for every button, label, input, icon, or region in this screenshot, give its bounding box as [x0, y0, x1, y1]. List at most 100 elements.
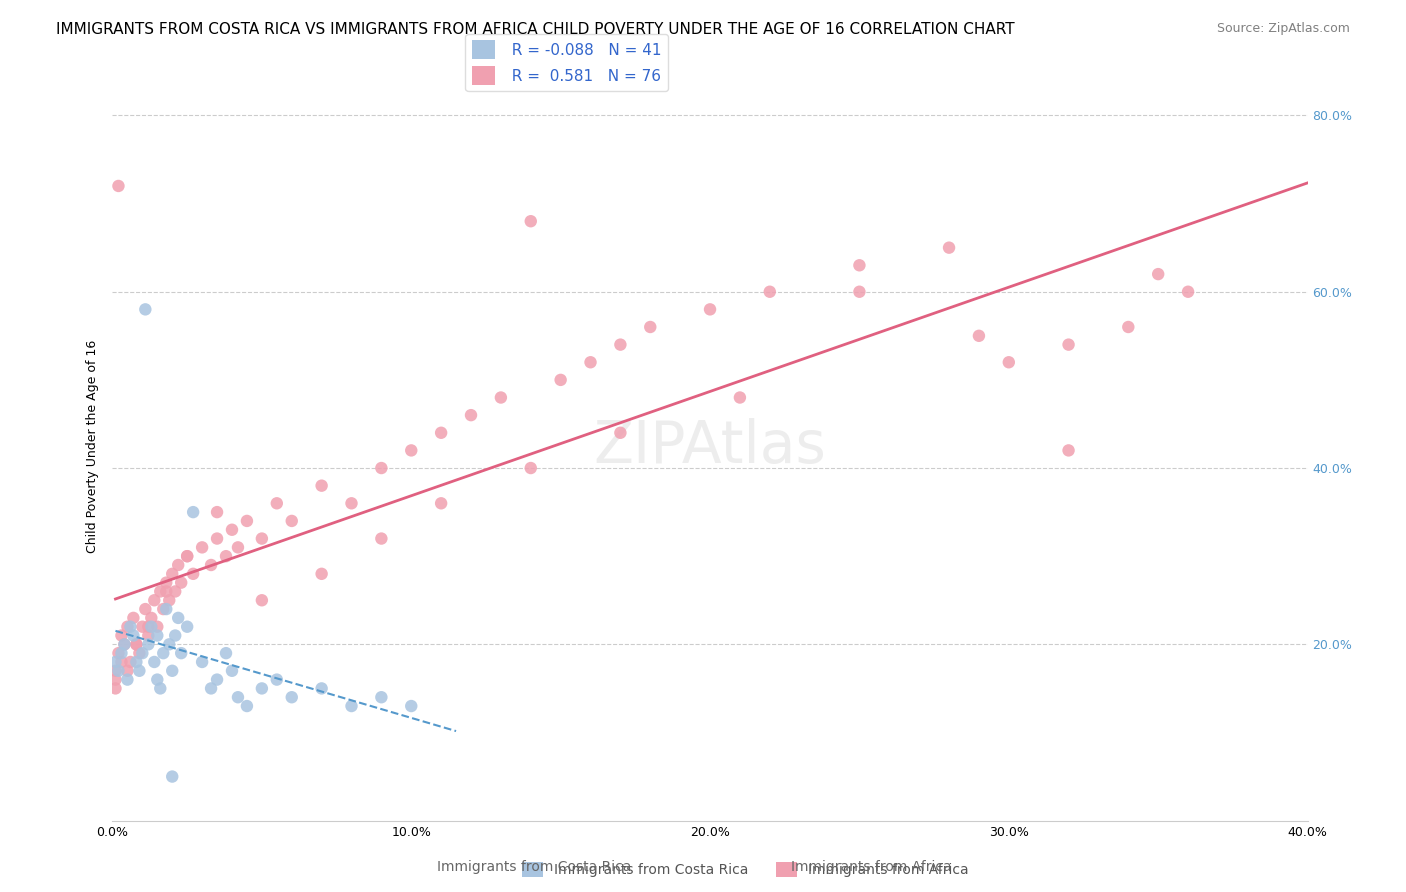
Point: [401, 443, 423, 458]
Point: [104, 655, 127, 669]
Point: [200, 681, 222, 696]
Point: [1118, 320, 1140, 334]
Y-axis label: Child Poverty Under the Age of 16: Child Poverty Under the Age of 16: [86, 339, 98, 553]
Point: [938, 241, 960, 255]
Point: [152, 646, 174, 660]
Point: [125, 655, 148, 669]
Text: ZIPAtlas: ZIPAtlas: [593, 417, 827, 475]
Point: [162, 664, 183, 678]
Point: [226, 690, 249, 705]
Point: [609, 337, 631, 351]
Point: [370, 532, 392, 546]
Point: [167, 611, 190, 625]
Point: [640, 320, 662, 334]
Point: [170, 646, 193, 660]
Point: [134, 302, 156, 317]
Point: [138, 620, 160, 634]
Point: [134, 602, 156, 616]
Point: [266, 496, 288, 510]
Text: IMMIGRANTS FROM COSTA RICA VS IMMIGRANTS FROM AFRICA CHILD POVERTY UNDER THE AGE: IMMIGRANTS FROM COSTA RICA VS IMMIGRANTS…: [56, 22, 1015, 37]
Point: [162, 566, 183, 581]
Text: Immigrants from Costa Rica: Immigrants from Costa Rica: [437, 860, 631, 874]
Point: [120, 655, 142, 669]
Point: [146, 628, 169, 642]
Point: [131, 620, 153, 634]
Point: [221, 664, 243, 678]
Point: [848, 285, 870, 299]
Point: [205, 532, 228, 546]
Point: [128, 664, 150, 678]
Point: [609, 425, 631, 440]
Point: [117, 664, 139, 678]
Point: [489, 391, 512, 405]
Point: [699, 302, 721, 317]
Point: [155, 575, 177, 590]
Point: [236, 514, 259, 528]
Text: Immigrants from Africa: Immigrants from Africa: [792, 860, 952, 874]
Point: [157, 637, 180, 651]
Point: [266, 673, 288, 687]
Point: [149, 584, 172, 599]
Point: [215, 646, 238, 660]
Point: [550, 373, 572, 387]
Point: [236, 699, 259, 714]
Point: [170, 575, 193, 590]
Point: [114, 637, 135, 651]
Point: [1057, 443, 1080, 458]
Point: [141, 620, 163, 634]
Point: [107, 178, 129, 193]
Point: [157, 593, 180, 607]
Point: [215, 549, 238, 564]
Point: [125, 637, 148, 651]
Point: [579, 355, 602, 369]
Point: [110, 628, 132, 642]
Point: [143, 593, 166, 607]
Point: [250, 532, 273, 546]
Point: [205, 673, 228, 687]
Point: [155, 584, 177, 599]
Point: [460, 408, 482, 422]
Point: [114, 637, 135, 651]
Point: [107, 646, 129, 660]
Point: [138, 628, 160, 642]
Point: [162, 770, 183, 784]
Point: [728, 391, 751, 405]
Point: [191, 655, 214, 669]
Point: [176, 620, 198, 634]
Point: [226, 541, 249, 555]
Text: Source: ZipAtlas.com: Source: ZipAtlas.com: [1216, 22, 1350, 36]
Legend: Immigrants from Costa Rica, Immigrants from Africa: Immigrants from Costa Rica, Immigrants f…: [516, 856, 974, 883]
Point: [200, 558, 222, 572]
Point: [311, 681, 333, 696]
Point: [110, 655, 132, 669]
Point: [176, 549, 198, 564]
Point: [141, 611, 163, 625]
Point: [131, 646, 153, 660]
Point: [1177, 285, 1199, 299]
Point: [167, 558, 190, 572]
Point: [370, 461, 392, 475]
Point: [122, 611, 145, 625]
Point: [138, 637, 160, 651]
Point: [1147, 267, 1170, 281]
Point: [401, 699, 423, 714]
Point: [998, 355, 1021, 369]
Point: [152, 602, 174, 616]
Point: [848, 258, 870, 272]
Point: [143, 655, 166, 669]
Point: [165, 628, 187, 642]
Point: [340, 496, 363, 510]
Legend:   R = -0.088   N = 41,   R =  0.581   N = 76: R = -0.088 N = 41, R = 0.581 N = 76: [465, 34, 668, 91]
Point: [311, 478, 333, 492]
Point: [250, 593, 273, 607]
Point: [221, 523, 243, 537]
Point: [430, 496, 453, 510]
Point: [104, 681, 127, 696]
Point: [311, 566, 333, 581]
Point: [117, 673, 139, 687]
Point: [149, 681, 172, 696]
Point: [128, 646, 150, 660]
Point: [430, 425, 453, 440]
Point: [281, 690, 304, 705]
Point: [107, 664, 129, 678]
